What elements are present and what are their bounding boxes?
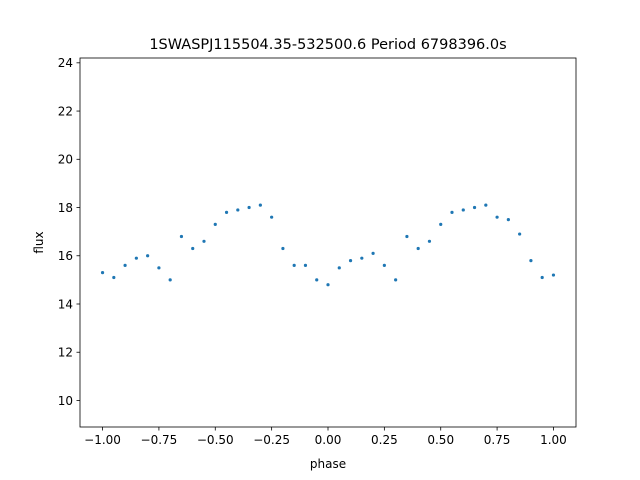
data-point: [394, 278, 398, 282]
data-points: [100, 203, 556, 287]
data-point: [100, 271, 105, 275]
data-point: [551, 273, 556, 277]
y-axis-label: flux: [32, 231, 46, 253]
data-point: [495, 215, 499, 219]
data-point: [123, 263, 127, 268]
x-tick-label: 0.25: [371, 433, 398, 447]
data-point: [112, 275, 116, 280]
data-point: [157, 266, 161, 270]
data-point: [371, 251, 375, 255]
data-point: [427, 239, 432, 243]
data-point: [224, 210, 229, 214]
data-point: [450, 210, 454, 214]
data-point: [202, 239, 206, 243]
x-tick-label: 0.50: [427, 433, 454, 447]
data-point: [236, 208, 240, 212]
data-point: [337, 266, 341, 270]
data-point: [258, 203, 262, 207]
data-point: [529, 258, 533, 263]
y-tick-label: 14: [58, 297, 73, 311]
data-point: [439, 222, 443, 227]
x-tick-label: −1.00: [84, 433, 121, 447]
x-axis: −1.00 −0.75 −0.50 −0.25 0.00 0.25 0.50 0.75 1.00: [84, 427, 567, 447]
y-tick-label: 18: [58, 201, 73, 215]
y-tick-label: 22: [58, 104, 73, 118]
data-point: [416, 246, 420, 251]
y-tick-label: 20: [58, 153, 73, 167]
data-point: [281, 246, 285, 251]
data-point: [360, 256, 364, 260]
data-point: [315, 278, 319, 282]
data-point: [405, 234, 409, 239]
y-tick-label: 24: [58, 56, 73, 70]
data-point: [484, 203, 488, 207]
data-point: [382, 263, 386, 268]
data-point: [191, 246, 195, 251]
data-point: [303, 263, 308, 268]
data-point: [461, 208, 465, 212]
data-point: [134, 256, 138, 260]
y-tick-label: 16: [58, 249, 73, 263]
y-axis: 10 12 14 16 18 20 22 24: [58, 56, 80, 408]
data-point: [348, 258, 353, 263]
x-tick-label: 0.75: [484, 433, 511, 447]
data-point: [146, 254, 150, 258]
data-point: [168, 278, 172, 282]
data-point: [179, 234, 184, 239]
data-point: [326, 283, 330, 287]
y-tick-label: 10: [58, 394, 73, 408]
data-point: [506, 217, 510, 222]
y-tick-label: 12: [58, 346, 73, 360]
data-point: [247, 205, 251, 210]
x-tick-label: 1.00: [540, 433, 567, 447]
data-point: [292, 263, 296, 268]
chart-title: 1SWASPJ115504.35-532500.6 Period 6798396…: [149, 37, 506, 53]
data-point: [540, 275, 544, 280]
data-point: [472, 205, 477, 210]
x-axis-label: phase: [310, 457, 346, 471]
data-point: [270, 215, 274, 219]
x-tick-label: 0.00: [315, 433, 342, 447]
data-point: [213, 222, 217, 227]
x-tick-label: −0.50: [197, 433, 234, 447]
x-tick-label: −0.75: [141, 433, 178, 447]
data-point: [518, 232, 522, 236]
x-tick-label: −0.25: [253, 433, 290, 447]
